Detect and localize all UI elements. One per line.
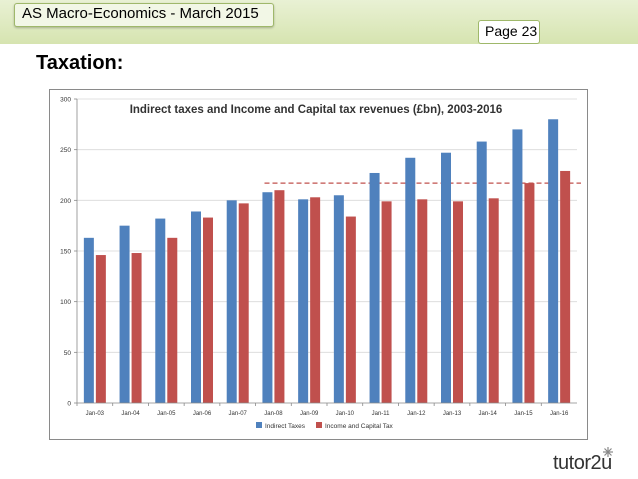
x-tick-label: Jan-08 (264, 411, 283, 417)
tutor2u-logo: tutor2u (553, 452, 612, 474)
bar-indirect-taxes (333, 195, 344, 403)
bar-income-capital-tax (488, 198, 499, 403)
bar-indirect-taxes (548, 119, 559, 403)
y-tick-label: 100 (60, 299, 71, 306)
bar-income-capital-tax (381, 201, 392, 403)
bar-indirect-taxes (83, 237, 94, 403)
header-tab (14, 3, 274, 27)
x-tick-label: Jan-13 (443, 411, 462, 417)
bar-income-capital-tax (345, 216, 356, 403)
x-tick-label: Jan-10 (336, 411, 355, 417)
bar-income-capital-tax (131, 253, 142, 403)
gridlines (77, 98, 577, 353)
x-tick-label: Jan-07 (229, 411, 248, 417)
bar-income-capital-tax (524, 183, 535, 403)
y-tick-label: 200 (60, 198, 71, 205)
bar-indirect-taxes (155, 218, 166, 403)
y-tick-label: 0 (67, 401, 71, 408)
bar-indirect-taxes (191, 211, 201, 403)
bar-indirect-taxes (476, 141, 487, 403)
x-tick-label: Jan-03 (86, 411, 105, 417)
page-number-tab (478, 20, 540, 44)
axes: 0 50 100 150 200 250 300 Jan-03 Jan-04 Jan-05 Jan-… (60, 97, 577, 417)
bar-income-capital-tax (417, 199, 428, 403)
bar-indirect-taxes (262, 192, 273, 403)
bar-income-capital-tax (238, 203, 249, 403)
sparkle-icon (603, 447, 613, 457)
x-tick-label: Jan-14 (479, 411, 498, 417)
bar-income-capital-tax (274, 190, 285, 403)
x-tick-label: Jan-11 (372, 411, 391, 417)
legend-label: Income and Capital Tax (325, 423, 394, 430)
legend-swatch (316, 422, 322, 428)
page-number: Page 23 (485, 23, 538, 39)
y-tick-label: 50 (64, 350, 72, 357)
bar-income-capital-tax (310, 197, 321, 403)
x-tick-label: Jan-09 (300, 411, 319, 417)
x-tick-label: Jan-05 (157, 411, 176, 417)
bar-indirect-taxes (226, 200, 237, 403)
bar-indirect-taxes (441, 152, 451, 403)
x-tick-label: Jan-04 (121, 411, 140, 417)
bar-indirect-taxes (298, 199, 309, 403)
bar-income-capital-tax (167, 237, 178, 403)
legend-label: Indirect Taxes (265, 423, 306, 430)
legend: Indirect Taxes Income and Capital Tax (256, 422, 394, 430)
bar-indirect-taxes (405, 157, 416, 403)
bar-income-capital-tax (560, 170, 571, 403)
bars (83, 119, 571, 403)
y-tick-label: 300 (60, 97, 71, 104)
bar-indirect-taxes (512, 129, 523, 403)
chart-title: Indirect taxes and Income and Capital ta… (130, 104, 503, 116)
legend-swatch (256, 422, 262, 428)
x-tick-label: Jan-12 (407, 411, 426, 417)
bar-income-capital-tax (203, 217, 213, 403)
bar-indirect-taxes (369, 172, 380, 403)
bar-income-capital-tax (453, 201, 463, 403)
x-tick-label: Jan-06 (193, 411, 212, 417)
section-heading: Taxation: (36, 52, 124, 74)
bar-income-capital-tax (95, 255, 106, 403)
slide-title: AS Macro-Economics - March 2015 (22, 5, 259, 22)
y-tick-label: 250 (60, 147, 71, 154)
chart-frame: Indirect taxes and Income and Capital ta… (49, 89, 588, 440)
y-tick-label: 150 (60, 249, 71, 256)
x-tick-label: Jan-15 (514, 411, 533, 417)
x-tick-label: Jan-16 (550, 411, 569, 417)
bar-indirect-taxes (119, 225, 130, 403)
tax-revenue-chart: Indirect taxes and Income and Capital ta… (60, 97, 581, 430)
